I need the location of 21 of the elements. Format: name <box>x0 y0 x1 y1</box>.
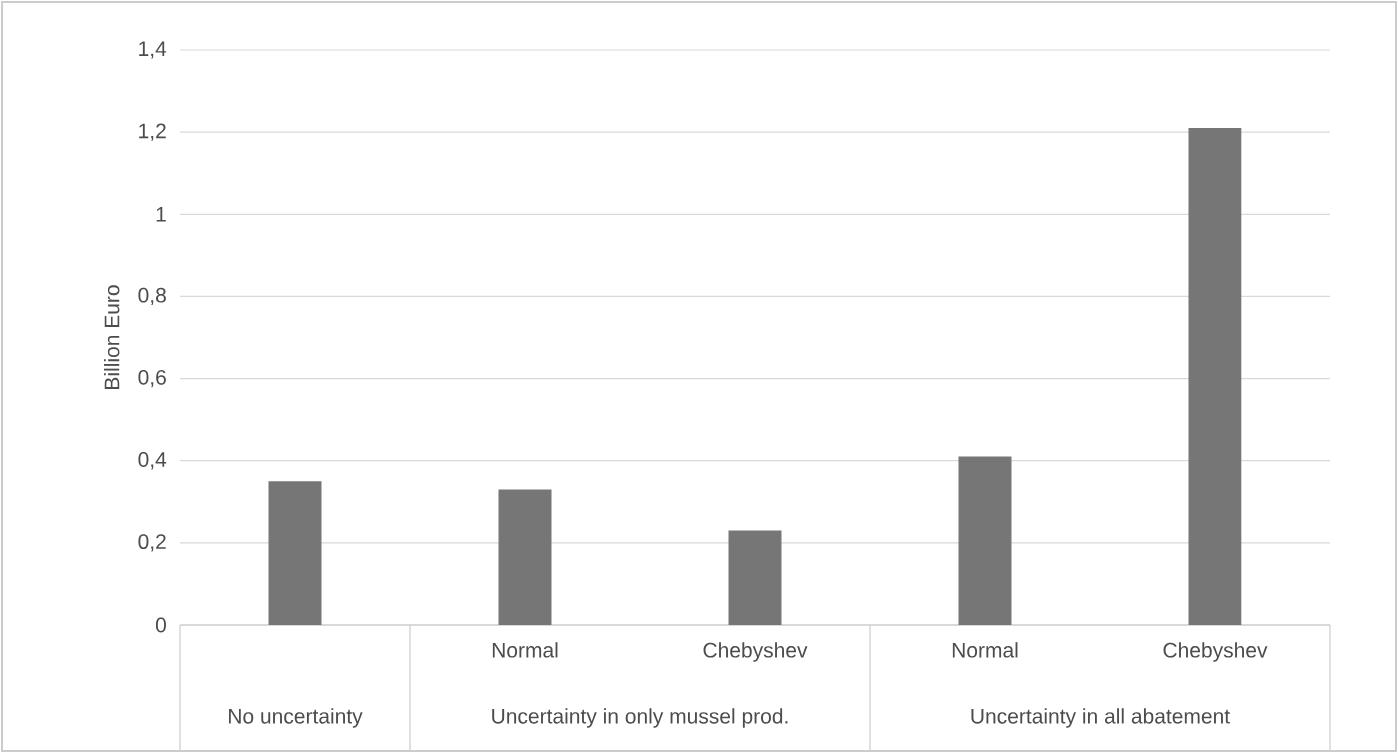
bar <box>958 456 1012 625</box>
x-tick-label: Chebyshev <box>703 642 808 662</box>
x-tick-label: Normal <box>952 642 1018 658</box>
text: Uncertainty in all abatement <box>971 708 1230 728</box>
x-tick-label: Normal <box>492 642 558 658</box>
y-axis-title: Billion Euro <box>103 285 120 389</box>
y-tick-label: 1,2 <box>139 123 166 141</box>
y-tick-label: 0,4 <box>138 452 167 470</box>
text: Uncertainty in only mussel prod. <box>492 708 788 728</box>
y-tick-label: 0 <box>155 617 166 633</box>
x-tick-label: Chebyshev <box>1163 642 1268 662</box>
y-tick-label: 0,2 <box>138 534 166 552</box>
text: No uncertainty <box>229 708 363 728</box>
bar <box>728 530 782 625</box>
bar <box>268 481 322 625</box>
bar <box>1188 128 1242 625</box>
y-tick-label: 1,4 <box>139 41 167 59</box>
y-tick-label: 1 <box>156 207 166 222</box>
y-tick-label: 0,8 <box>138 287 166 306</box>
y-tick-label: 0,6 <box>138 369 166 388</box>
bar <box>498 489 552 625</box>
